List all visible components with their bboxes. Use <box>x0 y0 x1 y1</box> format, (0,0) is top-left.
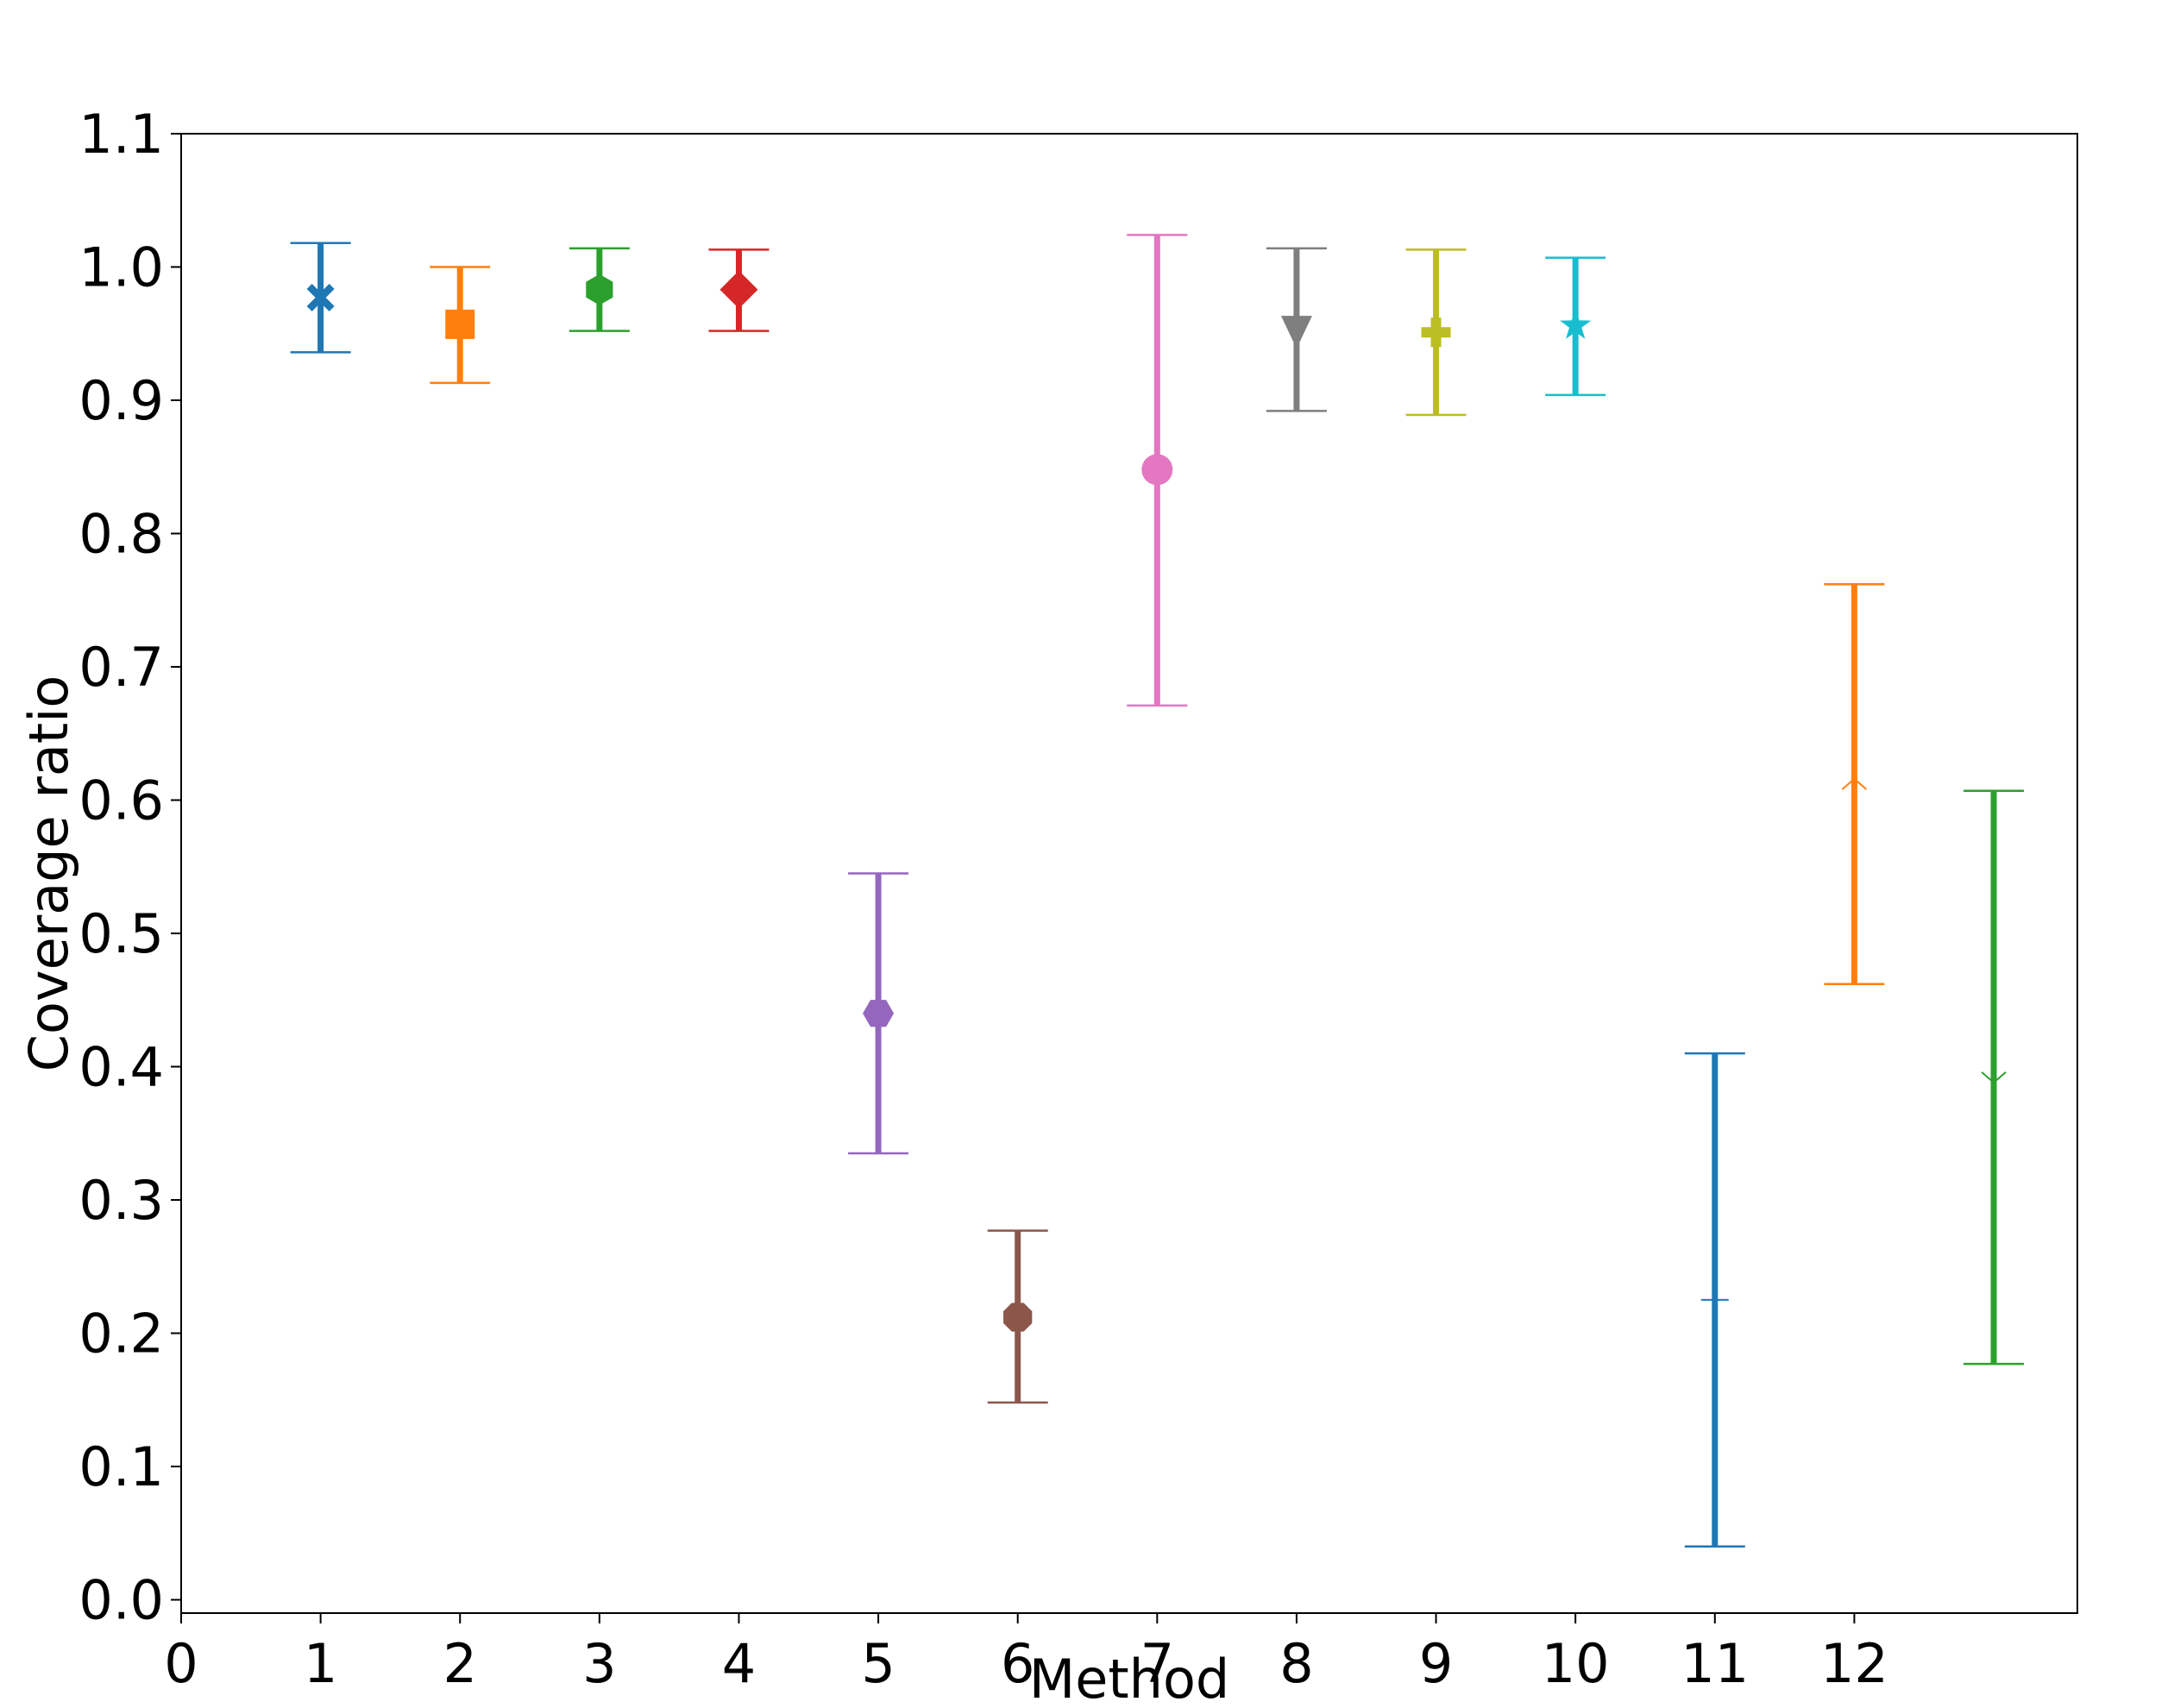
errorbar-series-3 <box>569 247 630 332</box>
x-axis-title: Method <box>1029 1648 1230 1708</box>
errorbar-series-1 <box>290 242 351 354</box>
x-tick-label: 1 <box>304 1632 337 1695</box>
x-tick-label: 2 <box>443 1632 477 1695</box>
mean-marker <box>719 270 758 309</box>
errorbar-series-2 <box>430 266 491 385</box>
y-tick-label: 0.7 <box>79 636 164 699</box>
x-tick-label: 4 <box>722 1632 756 1695</box>
mean-marker <box>1421 317 1451 348</box>
mean-marker <box>1141 454 1173 486</box>
mean-marker <box>586 273 613 305</box>
y-axis-title: Coverage ratio <box>17 675 80 1072</box>
x-axis: 0 1 2 3 4 5 6 7 8 9 10 11 12 <box>164 1613 1888 1695</box>
mean-marker <box>1841 777 1868 790</box>
errorbar-series-5 <box>848 872 909 1155</box>
x-tick-label: 8 <box>1279 1632 1313 1695</box>
y-tick-label: 1.0 <box>79 236 164 299</box>
mean-marker <box>1280 316 1312 349</box>
y-tick-label: 0.3 <box>79 1169 164 1232</box>
errorbar-series-9 <box>1405 248 1467 417</box>
errorbar-series-11 <box>1684 1052 1745 1548</box>
errorbar-series-6 <box>987 1229 1048 1404</box>
y-tick-label: 0.9 <box>79 369 164 432</box>
errorbar-series-13 <box>1964 789 2025 1366</box>
errorbar-series-10 <box>1545 256 1606 397</box>
mean-marker <box>1003 1303 1033 1332</box>
x-tick-label: 0 <box>164 1632 198 1695</box>
y-tick-label: 0.8 <box>79 503 164 566</box>
errorbar-series-8 <box>1266 247 1327 412</box>
y-tick-label: 0.2 <box>79 1303 164 1366</box>
errorbar-series-12 <box>1824 582 1885 985</box>
mean-marker <box>1560 309 1592 339</box>
mean-marker <box>445 309 475 339</box>
y-tick-label: 0.6 <box>79 769 164 832</box>
y-tick-label: 0.4 <box>79 1036 164 1099</box>
mean-marker <box>1981 1071 2007 1084</box>
mean-marker <box>306 284 335 312</box>
x-tick-label: 9 <box>1419 1632 1453 1695</box>
mean-marker <box>863 1000 895 1027</box>
y-tick-label: 0.1 <box>79 1435 164 1498</box>
x-tick-label: 6 <box>1001 1632 1034 1695</box>
y-axis: 0.0 0.1 0.2 0.3 0.4 0.5 0.6 0.7 0.8 0.9 1.0 1.1 <box>79 103 181 1632</box>
x-tick-label: 3 <box>582 1632 616 1695</box>
x-tick-label: 10 <box>1542 1632 1610 1695</box>
y-tick-label: 0.5 <box>79 902 164 965</box>
x-tick-label: 5 <box>861 1632 895 1695</box>
y-tick-label: 0.0 <box>79 1569 164 1632</box>
x-tick-label: 11 <box>1681 1632 1749 1695</box>
errorbar-series-4 <box>708 248 770 332</box>
x-tick-label: 7 <box>1140 1632 1174 1695</box>
y-tick-label: 1.1 <box>79 103 164 166</box>
errorbar-series-7 <box>1127 234 1188 707</box>
plot-frame <box>180 133 2078 1614</box>
x-tick-label: 12 <box>1820 1632 1888 1695</box>
plot-marks <box>290 234 2025 1548</box>
